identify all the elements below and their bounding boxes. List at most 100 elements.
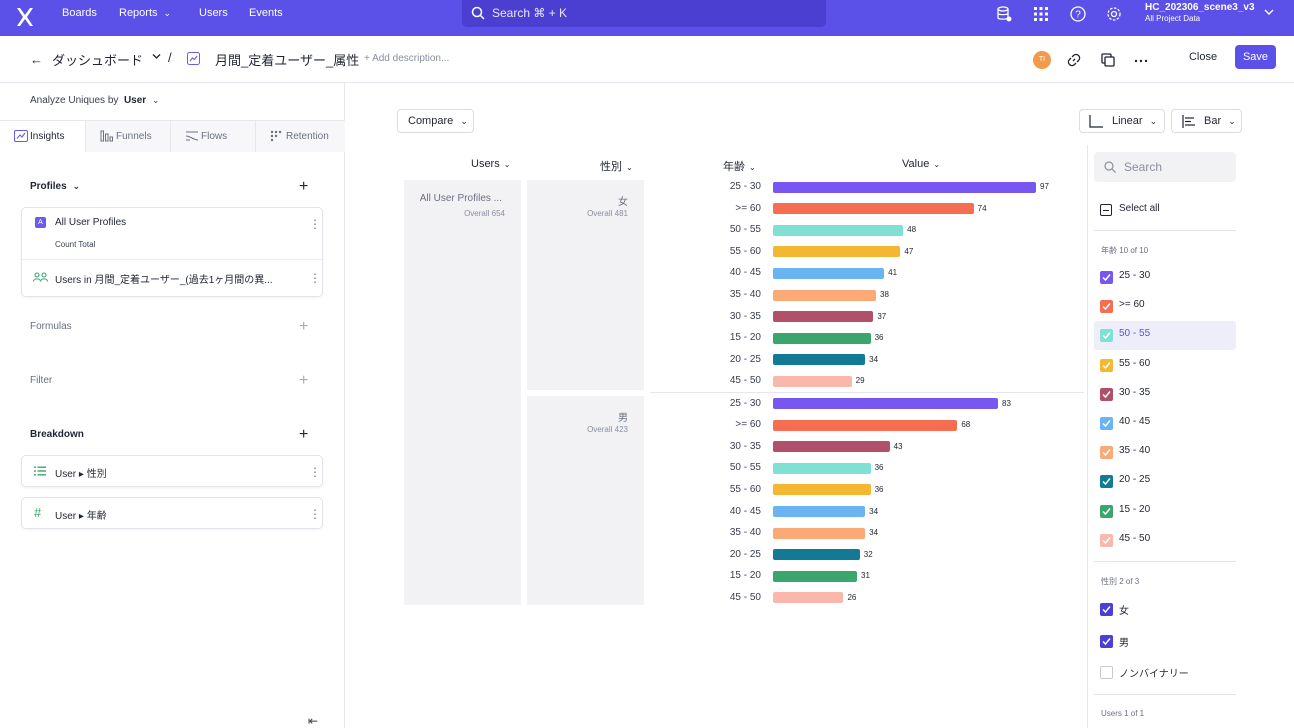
add-profile-icon[interactable]: + <box>299 178 309 195</box>
report-title[interactable]: 月間_定着ユーザー_属性 <box>215 53 360 68</box>
legend-checkbox[interactable] <box>1100 271 1113 284</box>
legend-item[interactable]: 25 - 30 <box>1094 263 1236 292</box>
cohort-filter-label[interactable]: Users in 月間_定着ユーザー_(過去1ヶ月間の異... <box>55 275 273 286</box>
select-all-label[interactable]: Select all <box>1119 203 1160 214</box>
metric-name[interactable]: All User Profiles <box>55 217 127 228</box>
nav-events[interactable]: Events <box>249 7 283 19</box>
add-breakdown-icon[interactable]: + <box>299 426 309 443</box>
metric-measure[interactable]: Count Total <box>55 240 96 249</box>
more-vertical-icon[interactable]: ⋮ <box>309 465 321 479</box>
profile-metric-card[interactable]: A All User Profiles Count Total ⋮ Users … <box>21 207 323 297</box>
select-all-checkbox[interactable] <box>1100 204 1112 216</box>
legend-item[interactable]: 男 <box>1094 627 1236 656</box>
avatar[interactable]: TI <box>1033 51 1051 69</box>
app-logo[interactable] <box>15 5 35 29</box>
chevron-down-icon[interactable] <box>1264 8 1274 16</box>
legend-checkbox[interactable] <box>1100 358 1113 372</box>
chart-bar[interactable] <box>773 462 871 474</box>
legend-item[interactable]: 20 - 25 <box>1094 467 1236 496</box>
legend-item[interactable]: 15 - 20 <box>1094 497 1236 526</box>
chart-type-dropdown[interactable]: Bar ⌄ <box>1171 109 1242 133</box>
link-icon[interactable] <box>1066 52 1082 68</box>
legend-search-input[interactable]: Search <box>1094 152 1236 182</box>
breakdown-card[interactable]: # User ▸ 年齢 ⋮ <box>21 497 323 529</box>
analyze-uniques-selector[interactable]: Analyze Uniques by User ⌄ <box>30 95 160 106</box>
legend-item[interactable]: 40 - 45 <box>1094 409 1236 438</box>
add-description-link[interactable]: + Add description... <box>364 53 450 64</box>
chart-bar[interactable] <box>773 398 999 409</box>
legend-item[interactable]: >= 60 <box>1094 292 1236 321</box>
duplicate-icon[interactable] <box>1100 52 1116 68</box>
more-vertical-icon[interactable]: ⋮ <box>309 217 321 231</box>
tab-insights[interactable]: Insights <box>0 121 85 152</box>
legend-item[interactable]: 女 <box>1094 595 1236 624</box>
more-vertical-icon[interactable]: ⋮ <box>309 271 321 285</box>
chart-bar[interactable] <box>773 354 866 366</box>
legend-checkbox[interactable] <box>1100 666 1113 679</box>
profiles-section-title[interactable]: Profiles ⌄ <box>30 181 80 192</box>
users-segment-cell[interactable] <box>404 180 521 605</box>
legend-item[interactable]: ノンバイナリー <box>1094 658 1236 687</box>
chart-bar[interactable] <box>773 549 860 561</box>
legend-checkbox[interactable] <box>1100 417 1113 430</box>
column-header-users[interactable]: Users ⌄ <box>471 158 510 170</box>
add-formula-icon[interactable]: + <box>299 318 309 335</box>
chart-bar[interactable] <box>773 311 874 323</box>
project-selector[interactable]: HC_202306_scene3_v3 All Project Data <box>1145 2 1255 23</box>
chevron-down-icon[interactable] <box>152 53 161 60</box>
legend-item[interactable]: 35 - 40 <box>1094 438 1236 467</box>
tab-retention[interactable]: Retention <box>255 121 345 152</box>
chart-bar[interactable] <box>773 267 885 279</box>
nav-users[interactable]: Users <box>199 7 228 19</box>
legend-checkbox[interactable] <box>1100 300 1113 314</box>
compare-dropdown[interactable]: Compare ⌄ <box>397 109 474 133</box>
tab-flows[interactable]: Flows <box>170 121 255 152</box>
legend-checkbox[interactable] <box>1100 446 1113 460</box>
nav-reports[interactable]: Reports ⌄ <box>119 0 171 36</box>
legend-checkbox[interactable] <box>1100 533 1113 547</box>
chart-bar[interactable] <box>773 246 901 258</box>
chart-bar[interactable] <box>773 289 877 301</box>
more-vertical-icon[interactable]: ⋮ <box>309 507 321 521</box>
legend-checkbox[interactable] <box>1100 475 1113 489</box>
chart-bar[interactable] <box>773 506 866 517</box>
column-header-gender[interactable]: 性別 ⌄ <box>600 158 633 174</box>
legend-checkbox[interactable] <box>1100 603 1113 616</box>
gear-icon[interactable] <box>1105 5 1123 23</box>
legend-checkbox[interactable] <box>1100 504 1113 518</box>
gender-segment-cell[interactable] <box>527 396 644 605</box>
gender-segment-cell[interactable] <box>527 180 644 390</box>
chart-bar[interactable] <box>773 224 904 236</box>
legend-item[interactable]: 30 - 35 <box>1094 380 1236 409</box>
help-icon[interactable]: ? <box>1069 5 1087 23</box>
chart-bar[interactable] <box>773 332 871 344</box>
legend-checkbox[interactable] <box>1100 329 1113 343</box>
nav-boards[interactable]: Boards <box>62 7 97 19</box>
chart-bar[interactable] <box>773 484 871 496</box>
save-button[interactable]: Save <box>1235 45 1276 69</box>
legend-item[interactable]: 50 - 55 <box>1094 321 1236 351</box>
global-search[interactable]: Search ⌘ + K <box>462 0 826 27</box>
collapse-panel-icon[interactable]: ⇤ <box>308 714 319 728</box>
column-header-value[interactable]: Value ⌄ <box>902 158 940 170</box>
scale-dropdown[interactable]: Linear ⌄ <box>1079 109 1165 133</box>
chart-bar[interactable] <box>773 375 852 387</box>
column-header-age[interactable]: 年齢 ⌄ <box>723 158 756 174</box>
breadcrumb-dashboard[interactable]: ダッシュボード <box>52 53 144 68</box>
legend-checkbox[interactable] <box>1100 387 1113 401</box>
chart-bar[interactable] <box>773 181 1036 193</box>
tab-funnels[interactable]: Funnels <box>85 121 170 152</box>
add-filter-icon[interactable]: + <box>299 372 309 389</box>
close-button[interactable]: Close <box>1188 51 1218 63</box>
chart-bar[interactable] <box>773 570 858 582</box>
legend-checkbox[interactable] <box>1100 634 1113 648</box>
more-options-icon[interactable] <box>1133 52 1149 68</box>
apps-grid-icon[interactable] <box>1032 5 1050 23</box>
legend-item[interactable]: 45 - 50 <box>1094 526 1236 555</box>
chart-bar[interactable] <box>773 441 890 453</box>
breakdown-card[interactable]: User ▸ 性別 ⋮ <box>21 455 323 487</box>
legend-item[interactable]: 55 - 60 <box>1094 351 1236 380</box>
chart-bar[interactable] <box>773 203 974 215</box>
database-icon[interactable] <box>995 5 1013 23</box>
chart-bar[interactable] <box>773 419 958 431</box>
